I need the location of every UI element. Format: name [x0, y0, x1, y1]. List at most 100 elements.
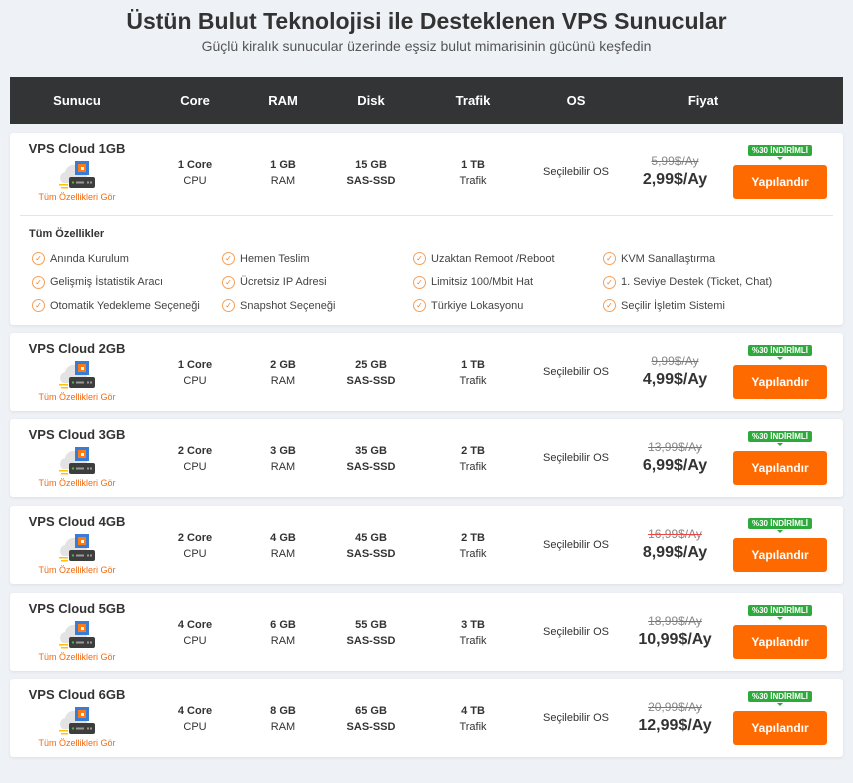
traffic-cell: 1 TB Trafik — [459, 157, 486, 189]
core-unit: CPU — [183, 635, 207, 647]
disk-cell: 45 GB SAS-SSD — [347, 530, 396, 562]
core-value: 4 Core — [177, 705, 213, 717]
plan-name: VPS Cloud 6GB — [28, 687, 126, 702]
core-value: 2 Core — [177, 532, 213, 544]
traffic-unit: Trafik — [459, 461, 487, 473]
price: 10,99$/Ay — [638, 631, 712, 648]
ram-value: 1 GB — [270, 159, 296, 171]
disk-type: SAS-SSD — [346, 548, 396, 560]
feature-item: ✓ Anında Kurulum — [32, 252, 129, 265]
col-fiyat: Fiyat — [687, 93, 719, 108]
traffic-value: 2 TB — [461, 445, 485, 457]
core-cell: 1 Core CPU — [178, 357, 212, 389]
all-features-link[interactable]: Tüm Özellikleri Gör — [38, 565, 116, 575]
col-disk: Disk — [357, 93, 385, 108]
os-cell: Seçilebilir OS — [542, 626, 610, 638]
all-features-link[interactable]: Tüm Özellikleri Gör — [38, 652, 116, 662]
configure-button[interactable]: Yapılandır — [733, 625, 827, 659]
check-circle-icon: ✓ — [603, 299, 616, 312]
cloud-server-icon — [57, 705, 97, 737]
disk-value: 15 GB — [355, 159, 387, 171]
disk-type: SAS-SSD — [346, 175, 396, 187]
all-features-link[interactable]: Tüm Özellikleri Gör — [38, 192, 116, 202]
plan-name: VPS Cloud 3GB — [28, 427, 126, 442]
ram-unit: RAM — [270, 548, 296, 560]
os-cell: Seçilebilir OS — [542, 539, 610, 551]
all-features-link[interactable]: Tüm Özellikleri Gör — [38, 478, 116, 488]
core-cell: 2 Core CPU — [178, 530, 212, 562]
configure-button[interactable]: Yapılandır — [733, 711, 827, 745]
traffic-value: 1 TB — [461, 359, 485, 371]
check-circle-icon: ✓ — [603, 275, 616, 289]
feature-label: Limitsiz 100/Mbit Hat — [431, 276, 534, 288]
ram-cell: 1 GB RAM — [270, 157, 296, 189]
cloud-server-icon — [57, 619, 97, 651]
discount-badge: %30 İNDİRİMLİ — [747, 605, 813, 620]
disk-cell: 55 GB SAS-SSD — [347, 617, 396, 649]
feature-label: Snapshot Seçeneği — [240, 299, 336, 312]
disk-value: 35 GB — [355, 445, 387, 457]
traffic-unit: Trafik — [459, 635, 487, 647]
traffic-value: 2 TB — [461, 532, 485, 544]
discount-badge: %30 İNDİRİMLİ — [747, 431, 813, 446]
feature-label: Türkiye Lokasyonu — [431, 299, 524, 312]
traffic-unit: Trafik — [459, 721, 487, 733]
traffic-cell: 1 TB Trafik — [459, 357, 486, 389]
core-unit: CPU — [183, 548, 207, 560]
configure-button[interactable]: Yapılandır — [733, 451, 827, 485]
plan-row: VPS Cloud 3GB Tüm Özellikleri Gör 2 Core… — [10, 419, 843, 497]
col-os: OS — [566, 93, 586, 108]
feature-item: ✓ KVM Sanallaştırma — [603, 252, 715, 265]
ram-cell: 4 GB RAM — [270, 530, 296, 562]
price: 8,99$/Ay — [642, 544, 708, 561]
check-circle-icon: ✓ — [222, 275, 235, 289]
core-cell: 2 Core CPU — [178, 443, 212, 475]
cloud-server-icon — [57, 532, 97, 564]
ram-unit: RAM — [270, 721, 296, 733]
plan-row: VPS Cloud 2GB Tüm Özellikleri Gör 1 Core… — [10, 333, 843, 411]
configure-button[interactable]: Yapılandır — [733, 365, 827, 399]
old-price: 13,99$/Ay — [648, 440, 702, 454]
feature-item: ✓ Ücretsiz IP Adresi — [222, 275, 327, 289]
plan-row: VPS Cloud 6GB Tüm Özellikleri Gör 4 Core… — [10, 679, 843, 757]
price: 12,99$/Ay — [638, 717, 712, 734]
table-header: Sunucu Core RAM Disk Trafik OS Fiyat — [10, 77, 843, 124]
page-subtitle: Güçlü kiralık sunucular üzerinde eşsiz b… — [201, 38, 652, 54]
core-value: 4 Core — [177, 619, 213, 631]
feature-item: ✓ Uzaktan Remoot /Reboot — [413, 252, 555, 265]
discount-badge: %30 İNDİRİMLİ — [747, 518, 813, 533]
configure-button[interactable]: Yapılandır — [733, 538, 827, 572]
plan-name: VPS Cloud 4GB — [28, 514, 126, 529]
feature-label: Anında Kurulum — [50, 252, 129, 265]
discount-badge: %30 İNDİRİMLİ — [747, 145, 813, 160]
check-circle-icon: ✓ — [413, 252, 426, 265]
disk-value: 45 GB — [355, 532, 387, 544]
col-core: Core — [180, 93, 210, 108]
check-circle-icon: ✓ — [32, 299, 45, 312]
core-unit: CPU — [183, 375, 207, 387]
check-circle-icon: ✓ — [222, 299, 235, 312]
core-value: 1 Core — [177, 359, 213, 371]
feature-label: 1. Seviye Destek (Ticket, Chat) — [621, 276, 773, 288]
price: 2,99$/Ay — [642, 171, 708, 188]
configure-button[interactable]: Yapılandır — [733, 165, 827, 199]
check-circle-icon: ✓ — [222, 252, 235, 265]
feature-item: ✓ Seçilir İşletim Sistemi — [603, 299, 725, 312]
all-features-link[interactable]: Tüm Özellikleri Gör — [38, 738, 116, 748]
plan-name: VPS Cloud 1GB — [28, 141, 126, 156]
core-unit: CPU — [183, 721, 207, 733]
core-cell: 1 Core CPU — [178, 157, 212, 189]
feature-label: Uzaktan Remoot /Reboot — [431, 252, 555, 265]
ram-unit: RAM — [270, 375, 296, 387]
all-features-link[interactable]: Tüm Özellikleri Gör — [38, 392, 116, 402]
os-cell: Seçilebilir OS — [542, 712, 610, 724]
traffic-cell: 3 TB Trafik — [459, 617, 486, 649]
ram-value: 4 GB — [270, 532, 296, 544]
plan-name: VPS Cloud 5GB — [28, 601, 126, 616]
check-circle-icon: ✓ — [32, 275, 45, 289]
traffic-cell: 2 TB Trafik — [459, 530, 486, 562]
plan-row: VPS Cloud 4GB Tüm Özellikleri Gör 2 Core… — [10, 506, 843, 584]
ram-cell: 2 GB RAM — [270, 357, 296, 389]
check-circle-icon: ✓ — [413, 275, 426, 289]
feature-label: Otomatik Yedekleme Seçeneği — [50, 299, 200, 312]
